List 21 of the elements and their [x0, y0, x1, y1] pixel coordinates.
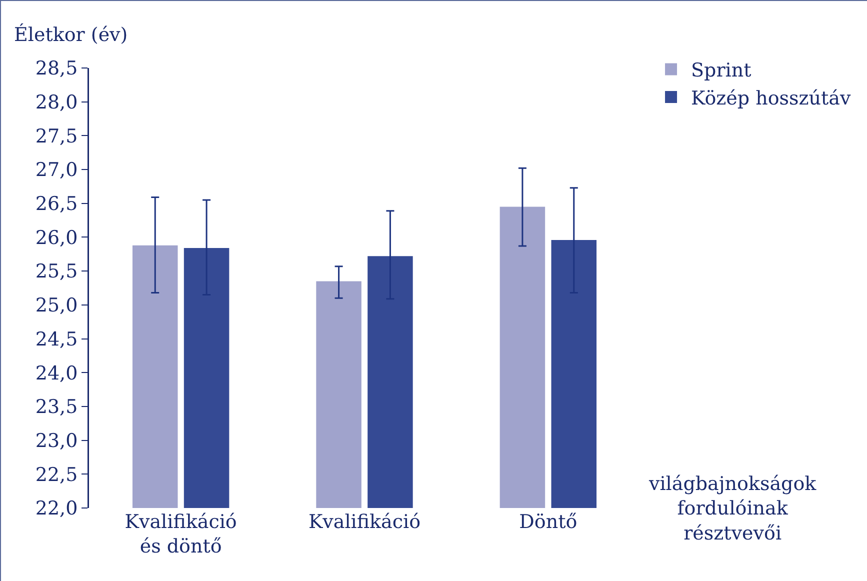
- y-tick-label: 28,5: [35, 58, 78, 80]
- y-tick-label: 24,5: [35, 328, 78, 350]
- y-tick-label: 24,0: [35, 362, 78, 384]
- legend-label: Közép hosszútáv: [691, 87, 851, 110]
- y-tick-label: 22,0: [35, 498, 78, 520]
- y-tick-label: 23,0: [35, 430, 78, 452]
- y-tick-label: 25,0: [35, 294, 78, 317]
- y-tick-label: 26,5: [35, 193, 78, 216]
- y-axis-title: Életkor (év): [14, 23, 128, 46]
- x-tick-label: Kvalifikáció és döntő: [124, 511, 237, 558]
- y-tick-label: 23,5: [35, 396, 78, 418]
- legend-label: Sprint: [691, 60, 752, 82]
- y-tick-label: 22,5: [35, 464, 78, 486]
- x-tick-label: Kvalifikáció: [308, 511, 421, 533]
- y-tick-label: 26,0: [35, 226, 78, 249]
- x-tick-label: Döntő: [519, 511, 578, 533]
- y-tick-label: 28,0: [35, 92, 78, 114]
- x-axis-title: világbajnokságok fordulóinak résztvevői: [648, 473, 817, 544]
- y-tick-label: 25,5: [35, 260, 78, 283]
- y-tick-label: 27,5: [35, 125, 78, 148]
- y-tick-label: 27,0: [35, 159, 78, 182]
